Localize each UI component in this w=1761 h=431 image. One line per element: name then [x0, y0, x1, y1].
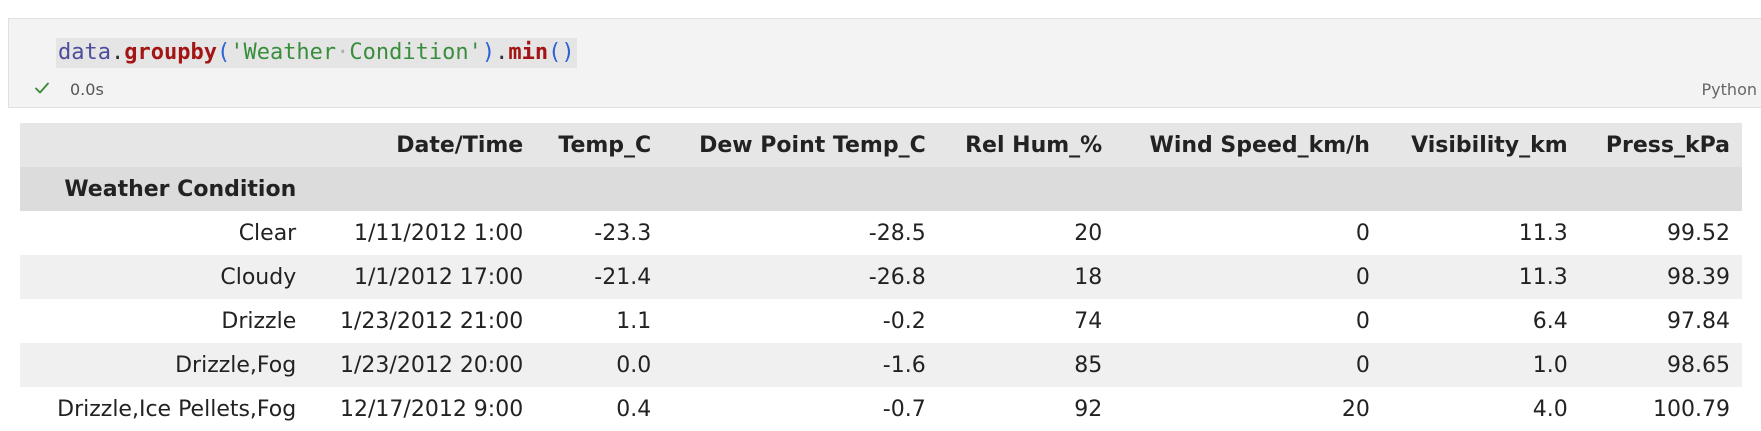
table-row: Drizzle,Ice Pellets,Fog 12/17/2012 9:00 …	[20, 387, 1742, 431]
table-cell: -0.2	[882, 308, 926, 334]
table-cell: -28.5	[868, 220, 926, 246]
table-cell: -1.6	[882, 352, 926, 378]
code-method-groupby: groupby	[124, 40, 217, 65]
row-index: Cloudy	[220, 264, 297, 290]
table-cell: 74	[1074, 308, 1103, 334]
row-index: Clear	[238, 220, 297, 246]
row-index: Drizzle,Fog	[175, 352, 297, 378]
table-cell: 4.0	[1532, 396, 1568, 422]
code-call-parens: ()	[548, 40, 575, 65]
table-cell: 0.4	[616, 396, 652, 422]
table-cell: 98.65	[1667, 352, 1730, 378]
code-line[interactable]: data.groupby('Weather·Condition').min()	[56, 38, 577, 68]
code-string-word: Weather	[243, 40, 337, 65]
code-paren-close: )	[481, 40, 496, 65]
execution-time: 0.0s	[70, 80, 104, 99]
table-cell: -23.3	[594, 220, 652, 246]
row-index: Drizzle	[221, 308, 297, 334]
code-method-min: min	[508, 40, 549, 65]
table-cell: 1/23/2012 20:00	[340, 352, 524, 378]
table-cell: 0	[1355, 264, 1370, 290]
code-string-word: Condition	[349, 40, 469, 65]
column-header: Visibility_km	[1381, 123, 1580, 167]
table-cell: 92	[1074, 396, 1103, 422]
table-cell: 0	[1355, 308, 1370, 334]
index-name-header: Weather Condition	[20, 167, 309, 211]
table-cell: 85	[1074, 352, 1103, 378]
index-header-blank	[20, 123, 309, 167]
row-index: Drizzle,Ice Pellets,Fog	[57, 396, 297, 422]
column-header: Press_kPa	[1579, 123, 1742, 167]
table-cell: 12/17/2012 9:00	[340, 396, 524, 422]
column-header: Date/Time	[308, 123, 536, 167]
column-header-row: Date/Time Temp_C Dew Point Temp_C Rel Hu…	[20, 123, 1742, 167]
code-dot: .	[110, 40, 125, 65]
table-cell: -26.8	[868, 264, 926, 290]
code-variable: data	[58, 40, 111, 65]
table-cell: 0	[1355, 352, 1370, 378]
column-header: Dew Point Temp_C	[663, 123, 938, 167]
table-cell: 20	[1341, 396, 1370, 422]
table-cell: 1.0	[1532, 352, 1568, 378]
table-row: Cloudy 1/1/2012 17:00 -21.4 -26.8 18 0 1…	[20, 255, 1742, 299]
table-cell: 18	[1074, 264, 1103, 290]
table-cell: 1.1	[616, 308, 652, 334]
code-quote-close: '	[468, 40, 482, 65]
table-cell: 1/1/2012 17:00	[354, 264, 524, 290]
table-cell: 0	[1355, 220, 1370, 246]
dataframe-output-table: Date/Time Temp_C Dew Point Temp_C Rel Hu…	[20, 123, 1742, 431]
table-cell: 98.39	[1667, 264, 1730, 290]
table-cell: 97.84	[1667, 308, 1730, 334]
table-cell: 11.3	[1518, 220, 1568, 246]
table-cell: 20	[1074, 220, 1103, 246]
table-row: Drizzle,Fog 1/23/2012 20:00 0.0 -1.6 85 …	[20, 343, 1742, 387]
column-header: Rel Hum_%	[937, 123, 1115, 167]
index-name-row: Weather Condition	[20, 167, 1742, 211]
success-check-icon	[35, 82, 49, 94]
table-cell: -21.4	[594, 264, 652, 290]
code-whitespace-marker: ·	[336, 40, 350, 65]
code-quote-open: '	[230, 40, 244, 65]
table-row: Clear 1/11/2012 1:00 -23.3 -28.5 20 0 11…	[20, 211, 1742, 255]
code-paren-open: (	[216, 40, 231, 65]
table-row: Drizzle 1/23/2012 21:00 1.1 -0.2 74 0 6.…	[20, 299, 1742, 343]
cell-language-label[interactable]: Python	[1701, 80, 1757, 99]
code-dot: .	[495, 40, 509, 65]
table-cell: 11.3	[1518, 264, 1568, 290]
table-cell: 6.4	[1532, 308, 1568, 334]
table-cell: -0.7	[882, 396, 926, 422]
table-cell: 99.52	[1667, 220, 1730, 246]
table-cell: 0.0	[616, 352, 652, 378]
table-cell: 1/11/2012 1:00	[354, 220, 524, 246]
column-header: Temp_C	[535, 123, 664, 167]
table-cell: 1/23/2012 21:00	[340, 308, 524, 334]
column-header: Wind Speed_km/h	[1114, 123, 1382, 167]
table-cell: 100.79	[1653, 396, 1730, 422]
